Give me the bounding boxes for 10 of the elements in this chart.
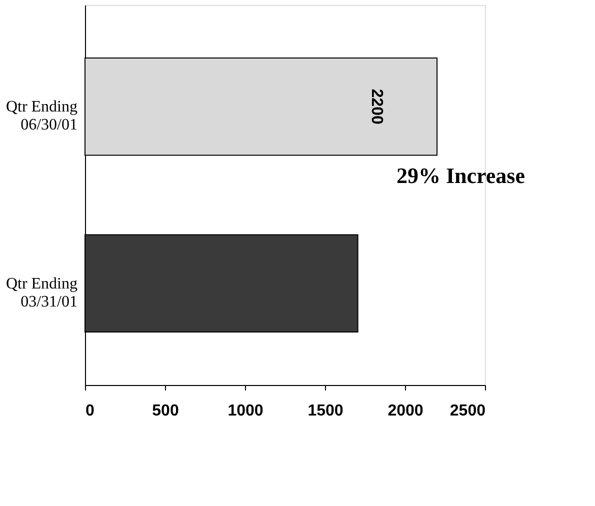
y-tick-label: Qtr Ending 06/30/01 xyxy=(6,98,78,134)
x-tick-label: 1000 xyxy=(228,402,264,420)
data-label: 2200 xyxy=(368,88,385,125)
x-tick-label: 2000 xyxy=(388,402,424,420)
annotation: 29% Increase xyxy=(396,163,526,188)
x-tick-label: 2500 xyxy=(450,402,486,420)
y-tick-label: Qtr Ending 03/31/01 xyxy=(6,275,78,310)
x-tick-label: 500 xyxy=(152,402,179,420)
x-tick-label: 0 xyxy=(86,402,94,420)
x-tick-label: 1500 xyxy=(308,402,344,420)
